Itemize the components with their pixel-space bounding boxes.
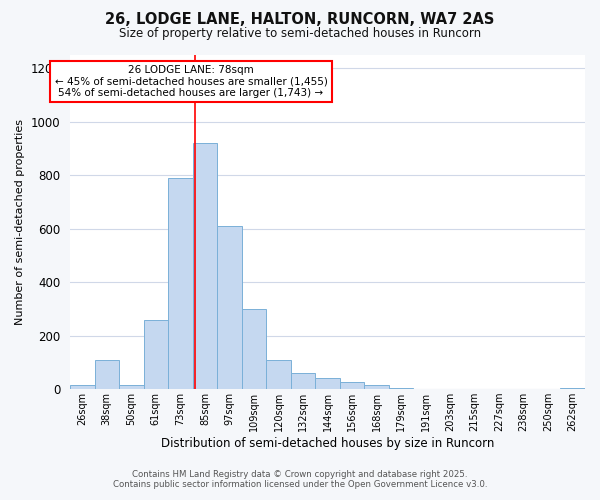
Text: Contains HM Land Registry data © Crown copyright and database right 2025.
Contai: Contains HM Land Registry data © Crown c…: [113, 470, 487, 489]
Bar: [242, 309, 266, 389]
Bar: [95, 360, 119, 389]
Bar: [413, 388, 438, 389]
Bar: [143, 320, 168, 389]
Bar: [217, 226, 242, 389]
Text: Size of property relative to semi-detached houses in Runcorn: Size of property relative to semi-detach…: [119, 28, 481, 40]
Bar: [389, 388, 413, 389]
Bar: [291, 373, 315, 389]
Bar: [70, 385, 95, 389]
Bar: [340, 382, 364, 389]
Bar: [315, 378, 340, 389]
Text: 26 LODGE LANE: 78sqm
← 45% of semi-detached houses are smaller (1,455)
54% of se: 26 LODGE LANE: 78sqm ← 45% of semi-detac…: [55, 65, 328, 98]
X-axis label: Distribution of semi-detached houses by size in Runcorn: Distribution of semi-detached houses by …: [161, 437, 494, 450]
Bar: [560, 388, 585, 389]
Bar: [119, 385, 143, 389]
Bar: [168, 178, 193, 389]
Y-axis label: Number of semi-detached properties: Number of semi-detached properties: [15, 119, 25, 325]
Bar: [364, 385, 389, 389]
Bar: [266, 360, 291, 389]
Bar: [193, 143, 217, 389]
Bar: [438, 388, 463, 389]
Text: 26, LODGE LANE, HALTON, RUNCORN, WA7 2AS: 26, LODGE LANE, HALTON, RUNCORN, WA7 2AS: [106, 12, 494, 28]
